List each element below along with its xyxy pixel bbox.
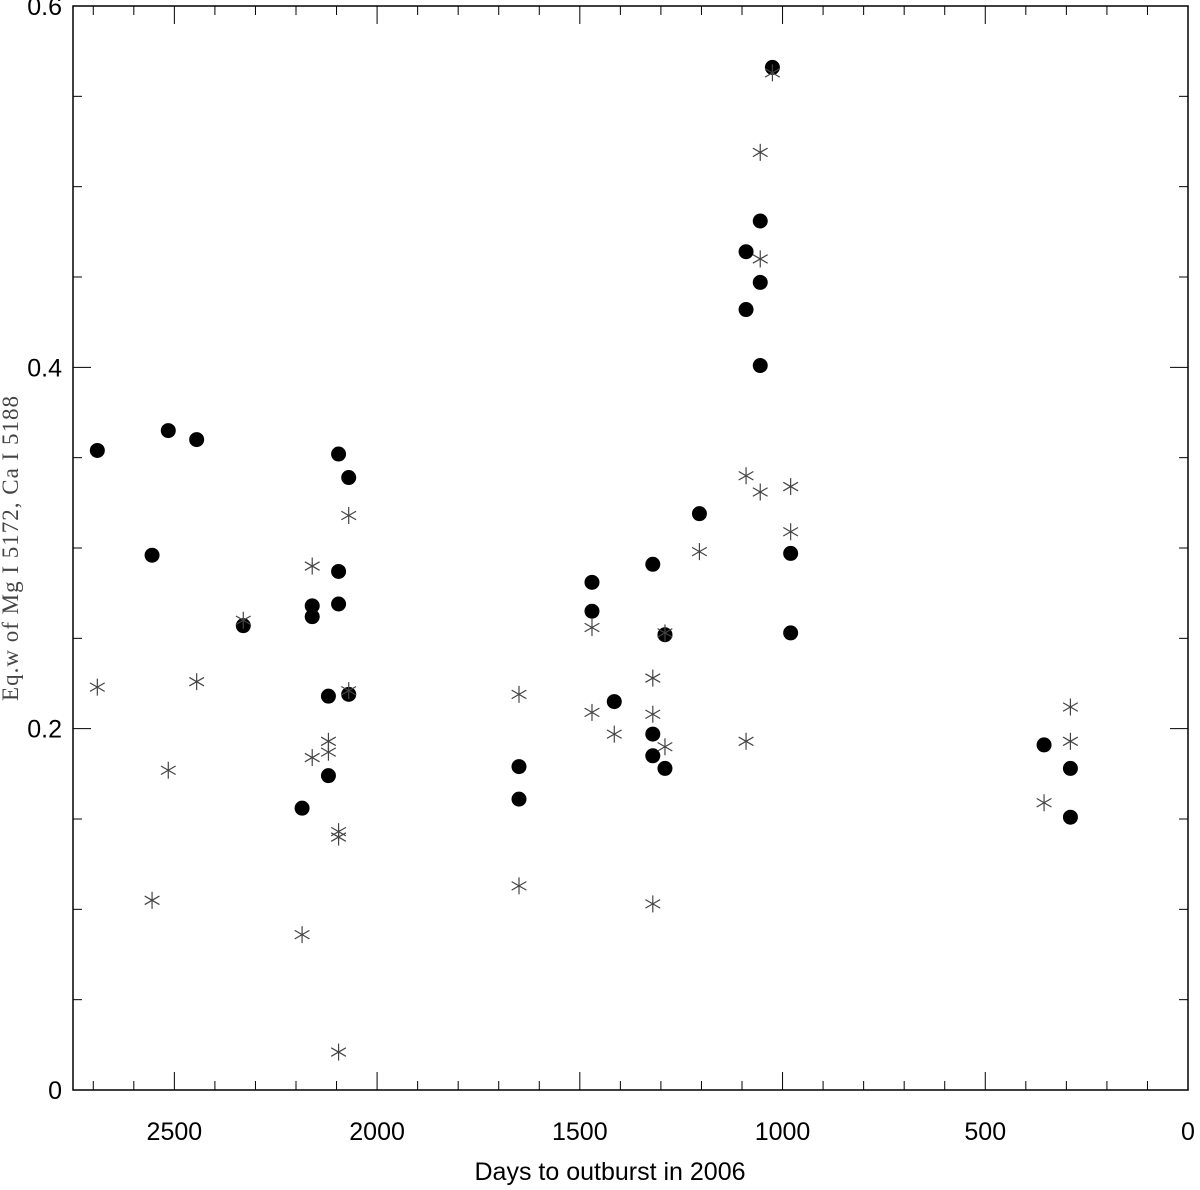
data-point-asterisk xyxy=(160,761,176,779)
plot-frame xyxy=(72,5,1189,1091)
data-point-circle xyxy=(783,545,799,561)
data-point-asterisk xyxy=(645,895,661,913)
data-point-asterisk xyxy=(752,250,768,268)
data-point-asterisk xyxy=(738,467,754,485)
data-point-circle xyxy=(752,358,768,374)
data-point-asterisk xyxy=(330,1043,347,1061)
data-point-circle xyxy=(752,274,768,290)
data-point-circle xyxy=(657,760,673,776)
y-tick-label: 0.2 xyxy=(27,716,62,744)
data-point-asterisk xyxy=(341,682,357,700)
y-tick-label: 0 xyxy=(48,1077,62,1105)
x-tick-label: 1500 xyxy=(552,1118,608,1146)
data-point-asterisk xyxy=(1062,732,1079,750)
data-point-asterisk xyxy=(752,143,768,161)
data-point-asterisk xyxy=(89,678,105,696)
y-tick-label: 0.4 xyxy=(27,354,62,382)
data-point-circle xyxy=(320,688,336,704)
data-point-circle xyxy=(144,547,160,563)
data-point-circle xyxy=(160,423,176,439)
data-point-circle xyxy=(304,598,320,614)
data-point-asterisk xyxy=(235,611,251,629)
data-point-circle xyxy=(1062,809,1078,825)
data-point-circle xyxy=(331,563,347,579)
x-tick-label: 500 xyxy=(964,1118,1006,1146)
data-point-circle xyxy=(738,302,754,318)
data-point-circle xyxy=(783,625,799,641)
data-point-asterisk xyxy=(341,506,357,524)
data-point-asterisk xyxy=(584,618,600,636)
data-point-circle xyxy=(511,791,527,807)
data-point-circle xyxy=(189,432,205,448)
data-point-asterisk xyxy=(764,64,781,82)
data-point-circle xyxy=(294,800,310,816)
data-point-asterisk xyxy=(330,828,347,846)
x-tick-label: 2500 xyxy=(147,1118,203,1146)
data-point-asterisk xyxy=(782,478,799,496)
data-point-asterisk xyxy=(657,738,673,756)
data-point-asterisk xyxy=(320,743,337,761)
data-point-circle xyxy=(691,506,707,522)
data-point-circle xyxy=(738,244,754,260)
data-point-circle xyxy=(320,768,336,784)
axis-ticks xyxy=(73,5,1189,1091)
data-point-circle xyxy=(89,442,105,458)
data-point-asterisk xyxy=(1062,698,1079,716)
data-point-circle xyxy=(584,574,600,590)
data-point-circle xyxy=(752,213,768,229)
data-markers xyxy=(89,59,1079,1061)
data-point-asterisk xyxy=(738,732,754,750)
data-point-circle xyxy=(1036,737,1052,753)
data-point-circle xyxy=(645,726,661,742)
data-point-asterisk xyxy=(645,705,661,723)
data-point-circle xyxy=(645,748,661,764)
data-point-asterisk xyxy=(782,523,799,541)
data-point-circle xyxy=(331,446,347,462)
data-point-asterisk xyxy=(584,703,600,721)
data-point-asterisk xyxy=(606,725,622,743)
data-point-circle xyxy=(584,603,600,619)
data-point-circle xyxy=(1062,760,1078,776)
data-point-circle xyxy=(304,609,320,625)
x-tick-label: 1000 xyxy=(755,1118,811,1146)
data-point-circle xyxy=(331,596,347,612)
data-point-asterisk xyxy=(657,624,673,642)
data-point-asterisk xyxy=(511,877,527,895)
data-point-circle xyxy=(606,694,622,710)
x-axis-title: Days to outburst in 2006 xyxy=(475,1158,746,1186)
data-point-asterisk xyxy=(144,891,160,909)
data-point-asterisk xyxy=(304,749,320,767)
data-point-asterisk xyxy=(511,685,527,703)
data-point-asterisk xyxy=(189,673,205,691)
data-point-asterisk xyxy=(691,543,708,561)
data-point-asterisk xyxy=(645,669,661,687)
x-tick-label: 2000 xyxy=(349,1118,405,1146)
data-point-circle xyxy=(645,556,661,572)
data-point-asterisk xyxy=(752,483,768,501)
data-point-circle xyxy=(341,470,357,486)
axis-tick-labels: 2500 2000 1500 1000 500 0 0 0.2 0.4 0.6 xyxy=(27,0,1195,1146)
data-point-asterisk xyxy=(304,557,320,575)
x-tick-label: 0 xyxy=(1181,1118,1195,1146)
y-tick-label: 0.6 xyxy=(27,0,62,21)
y-axis-title: Eq.w of Mg I 5172, Ca I 5188 xyxy=(0,395,23,701)
data-point-circle xyxy=(511,759,527,775)
data-point-asterisk xyxy=(1036,794,1052,812)
data-point-asterisk xyxy=(294,926,310,944)
